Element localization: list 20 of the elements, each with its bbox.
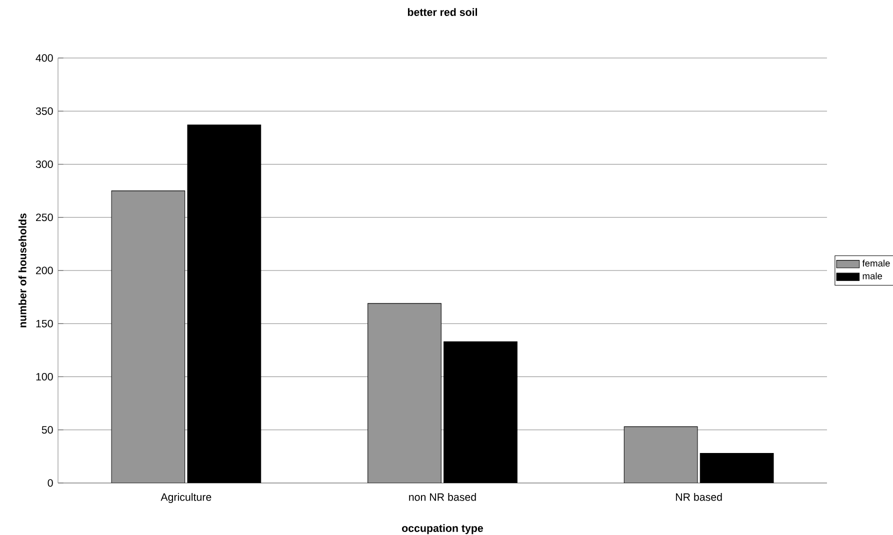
x-tick-label: Agriculture xyxy=(160,493,212,503)
x-axis-title: occupation type xyxy=(402,524,484,534)
chart-title: better red soil xyxy=(408,8,478,16)
y-tick-label: 0 xyxy=(48,479,53,487)
legend-label: male xyxy=(862,272,882,280)
bar xyxy=(111,190,186,483)
x-tick-label: NR based xyxy=(676,493,722,501)
y-tick-label: 250 xyxy=(36,214,53,222)
y-tick-label: 50 xyxy=(42,426,53,434)
y-tick-label: 400 xyxy=(36,54,53,62)
y-tick-label: 200 xyxy=(36,266,53,274)
x-tick-label: non NR based xyxy=(409,493,476,501)
y-tick-label: 150 xyxy=(36,320,53,328)
bar xyxy=(624,426,698,483)
y-tick-label: 300 xyxy=(36,160,53,168)
legend-label: female xyxy=(862,260,890,267)
y-axis-title: number of households xyxy=(18,213,26,328)
y-tick-label: 100 xyxy=(36,372,53,381)
y-tick-label: 350 xyxy=(36,107,53,115)
bar xyxy=(368,303,442,483)
